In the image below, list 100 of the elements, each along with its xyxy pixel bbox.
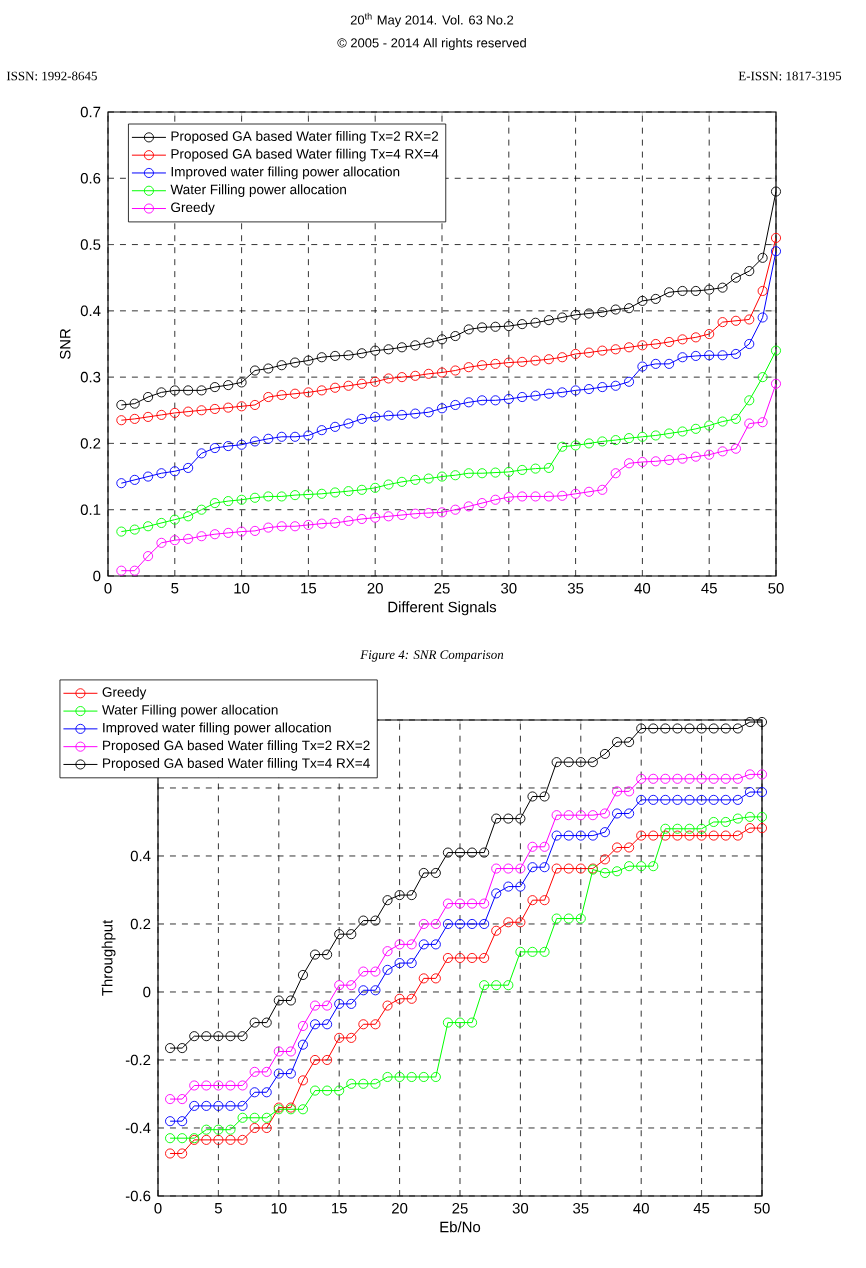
point: [557, 490, 568, 501]
point: [551, 810, 562, 821]
point: [383, 410, 394, 421]
point: [503, 321, 514, 332]
point: [708, 794, 719, 805]
point: [330, 487, 341, 498]
point: [418, 867, 429, 879]
point: [539, 946, 550, 957]
point: [183, 406, 194, 417]
point: [334, 998, 345, 1009]
point: [672, 830, 683, 841]
point: [515, 881, 526, 892]
point: [587, 810, 598, 821]
point: [406, 958, 417, 969]
point: [310, 1085, 321, 1096]
point: [285, 1046, 296, 1057]
point: [189, 1100, 200, 1111]
point: [356, 378, 367, 389]
point: [249, 436, 260, 447]
point: [169, 407, 180, 418]
point: [664, 428, 675, 439]
point: [530, 491, 541, 502]
point: [370, 512, 381, 523]
point: [551, 830, 562, 841]
point: [143, 391, 154, 403]
point: [717, 416, 728, 427]
point: [477, 360, 488, 371]
point: [156, 387, 167, 398]
point: [358, 1078, 369, 1089]
point: [637, 361, 648, 372]
point: [539, 862, 550, 873]
point: [479, 898, 490, 909]
point: [273, 995, 284, 1006]
point: [490, 494, 501, 505]
point: [322, 1000, 333, 1011]
point: [684, 823, 695, 834]
point: [672, 773, 683, 784]
point: [196, 531, 207, 542]
point: [677, 334, 688, 345]
point: [209, 403, 220, 414]
point: [249, 1017, 260, 1028]
point: [503, 393, 514, 405]
point: [744, 418, 755, 429]
point: [442, 1017, 453, 1028]
point: [732, 794, 743, 805]
point: [276, 521, 287, 532]
point: [370, 411, 381, 422]
point: [430, 973, 441, 984]
point: [196, 405, 207, 416]
point: [276, 491, 287, 502]
point: [322, 1085, 333, 1096]
point: [454, 918, 466, 930]
point: [517, 356, 528, 367]
point: [720, 816, 731, 828]
point: [467, 1017, 478, 1028]
point: [708, 816, 719, 828]
point: [543, 354, 554, 365]
point: [477, 498, 488, 509]
point: [316, 425, 327, 436]
point: [177, 1116, 188, 1127]
point: [696, 830, 707, 841]
point: [263, 433, 274, 444]
point: [418, 939, 429, 950]
point: [503, 917, 514, 928]
point: [396, 342, 407, 353]
point: [129, 565, 140, 576]
point: [517, 464, 528, 475]
point: [382, 895, 393, 906]
point: [515, 863, 526, 874]
point: [223, 496, 234, 507]
point: [396, 476, 407, 487]
point: [624, 737, 635, 748]
point: [491, 925, 502, 936]
point: [442, 847, 453, 858]
point: [704, 284, 715, 295]
point: [570, 488, 581, 499]
point: [583, 438, 594, 449]
point: [303, 430, 314, 441]
point: [183, 385, 194, 396]
point: [612, 808, 623, 819]
point: [648, 830, 659, 841]
point: [169, 466, 180, 477]
point: [169, 535, 180, 546]
point: [599, 808, 610, 819]
point: [213, 1134, 224, 1145]
point: [382, 964, 393, 975]
point: [436, 507, 448, 518]
point: [730, 315, 741, 326]
point: [261, 1066, 272, 1077]
point: [442, 898, 453, 909]
point: [201, 1134, 212, 1145]
point: [237, 1080, 248, 1091]
point: [410, 508, 421, 519]
point: [406, 890, 417, 901]
point: [223, 527, 234, 538]
point: [650, 456, 661, 467]
point: [454, 952, 466, 964]
point: [660, 823, 671, 834]
point: [183, 462, 194, 473]
point: [517, 319, 528, 330]
